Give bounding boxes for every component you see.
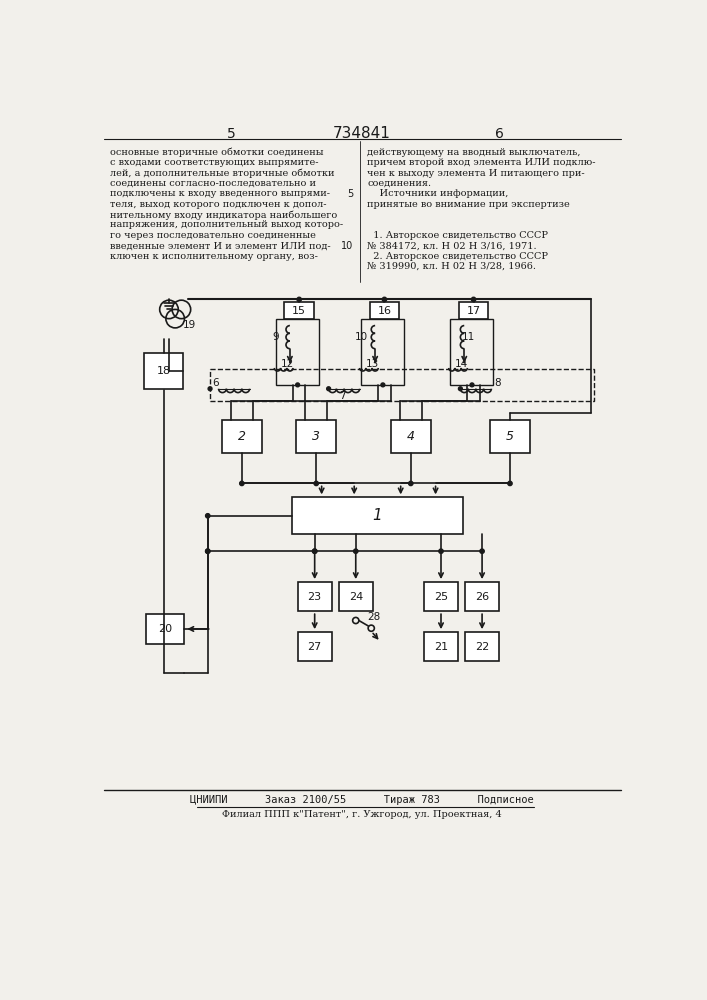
Bar [146, 614, 185, 644]
Text: № 384172, кл. Н 02 Н 3/16, 1971.: № 384172, кл. Н 02 Н 3/16, 1971. [368, 241, 537, 250]
Text: № 319990, кл. Н 02 Н 3/28, 1966.: № 319990, кл. Н 02 Н 3/28, 1966. [368, 262, 537, 271]
Bar [276, 319, 319, 385]
Text: 19: 19 [182, 320, 196, 330]
Text: действующему на вводный выключатель,: действующему на вводный выключатель, [368, 148, 581, 157]
Text: 8: 8 [494, 378, 501, 388]
Text: 10: 10 [355, 332, 368, 342]
Text: 5: 5 [228, 127, 236, 141]
Text: напряжения, дополнительный выход которо-: напряжения, дополнительный выход которо- [110, 220, 343, 229]
Circle shape [458, 387, 462, 391]
Text: 26: 26 [475, 592, 489, 602]
Bar [144, 353, 183, 389]
Circle shape [382, 297, 387, 302]
Bar [465, 632, 499, 661]
Text: 17: 17 [467, 306, 481, 316]
Circle shape [206, 549, 210, 553]
Text: ЦНИИПИ      Заказ 2100/55      Тираж 783      Подписное: ЦНИИПИ Заказ 2100/55 Тираж 783 Подписное [190, 795, 534, 805]
Text: 13: 13 [366, 359, 380, 369]
Bar [210, 369, 594, 401]
Text: 28: 28 [368, 612, 381, 622]
Text: Источники информации,: Источники информации, [368, 189, 509, 198]
Circle shape [312, 549, 317, 553]
Text: 6: 6 [495, 127, 503, 141]
Text: подключены к входу введенного выпрями-: подключены к входу введенного выпрями- [110, 189, 330, 198]
Bar [424, 582, 458, 611]
Text: соединения.: соединения. [368, 179, 431, 188]
Text: 4: 4 [407, 430, 415, 443]
Text: 1. Авторское свидетельство СССР: 1. Авторское свидетельство СССР [368, 231, 549, 240]
Text: 7: 7 [339, 391, 346, 401]
Bar [339, 582, 373, 611]
Text: причем второй вход элемента ИЛИ подклю-: причем второй вход элемента ИЛИ подклю- [368, 158, 596, 167]
Text: 11: 11 [462, 332, 474, 342]
Text: нительному входу индикатора наибольшего: нительному входу индикатора наибольшего [110, 210, 337, 220]
Circle shape [480, 549, 484, 553]
Bar [284, 302, 314, 319]
Circle shape [327, 387, 331, 391]
Text: 3: 3 [312, 430, 320, 443]
Text: 5: 5 [347, 189, 354, 199]
Bar [391, 420, 431, 453]
Circle shape [312, 549, 317, 553]
Bar [465, 582, 499, 611]
Text: 15: 15 [292, 306, 306, 316]
Text: 22: 22 [475, 642, 489, 652]
Text: 14: 14 [455, 359, 469, 369]
Circle shape [354, 549, 358, 553]
Circle shape [470, 383, 474, 387]
Circle shape [297, 297, 301, 302]
Circle shape [206, 549, 210, 553]
Circle shape [206, 514, 210, 518]
Text: 5: 5 [506, 430, 514, 443]
Text: го через последовательно соединенные: го через последовательно соединенные [110, 231, 316, 240]
Text: 1: 1 [373, 508, 382, 523]
Text: 734841: 734841 [333, 126, 391, 141]
Text: 18: 18 [156, 366, 170, 376]
Bar [424, 632, 458, 661]
Text: основные вторичные обмотки соединены: основные вторичные обмотки соединены [110, 148, 324, 157]
Text: 12: 12 [281, 359, 294, 369]
Bar [370, 302, 399, 319]
Circle shape [296, 383, 300, 387]
Circle shape [240, 481, 244, 486]
Bar [450, 319, 493, 385]
Circle shape [508, 481, 512, 486]
Circle shape [381, 383, 385, 387]
Bar [298, 582, 332, 611]
Text: 24: 24 [349, 592, 363, 602]
Circle shape [314, 481, 318, 486]
Bar [222, 420, 262, 453]
Bar [459, 302, 489, 319]
Text: лей, а дополнительные вторичные обмотки: лей, а дополнительные вторичные обмотки [110, 169, 334, 178]
Bar [292, 497, 462, 534]
Text: 27: 27 [308, 642, 322, 652]
Text: 23: 23 [308, 592, 322, 602]
Circle shape [208, 387, 212, 391]
Text: принятые во внимание при экспертизе: принятые во внимание при экспертизе [368, 200, 570, 209]
Text: Филиал ППП к"Патент", г. Ужгород, ул. Проектная, 4: Филиал ППП к"Патент", г. Ужгород, ул. Пр… [222, 810, 502, 819]
Text: соединены согласно-последовательно и: соединены согласно-последовательно и [110, 179, 316, 188]
Text: 25: 25 [434, 592, 448, 602]
Bar [490, 420, 530, 453]
Text: 2. Авторское свидетельство СССР: 2. Авторское свидетельство СССР [368, 252, 549, 261]
Text: 21: 21 [434, 642, 448, 652]
Bar [298, 632, 332, 661]
Text: с входами соответствующих выпрямите-: с входами соответствующих выпрямите- [110, 158, 319, 167]
Bar [361, 319, 404, 385]
Text: чен к выходу элемента И питающего при-: чен к выходу элемента И питающего при- [368, 169, 585, 178]
Text: 9: 9 [273, 332, 279, 342]
Text: ключен к исполнительному органу, воз-: ключен к исполнительному органу, воз- [110, 252, 318, 261]
Circle shape [409, 481, 413, 486]
Circle shape [439, 549, 443, 553]
Text: 2: 2 [238, 430, 246, 443]
Bar [296, 420, 337, 453]
Text: 16: 16 [378, 306, 392, 316]
Text: 10: 10 [341, 241, 354, 251]
Text: введенные элемент И и элемент ИЛИ под-: введенные элемент И и элемент ИЛИ под- [110, 241, 331, 250]
Text: 20: 20 [158, 624, 173, 634]
Text: теля, выход которого подключен к допол-: теля, выход которого подключен к допол- [110, 200, 327, 209]
Text: 6: 6 [212, 378, 218, 388]
Circle shape [472, 297, 476, 302]
